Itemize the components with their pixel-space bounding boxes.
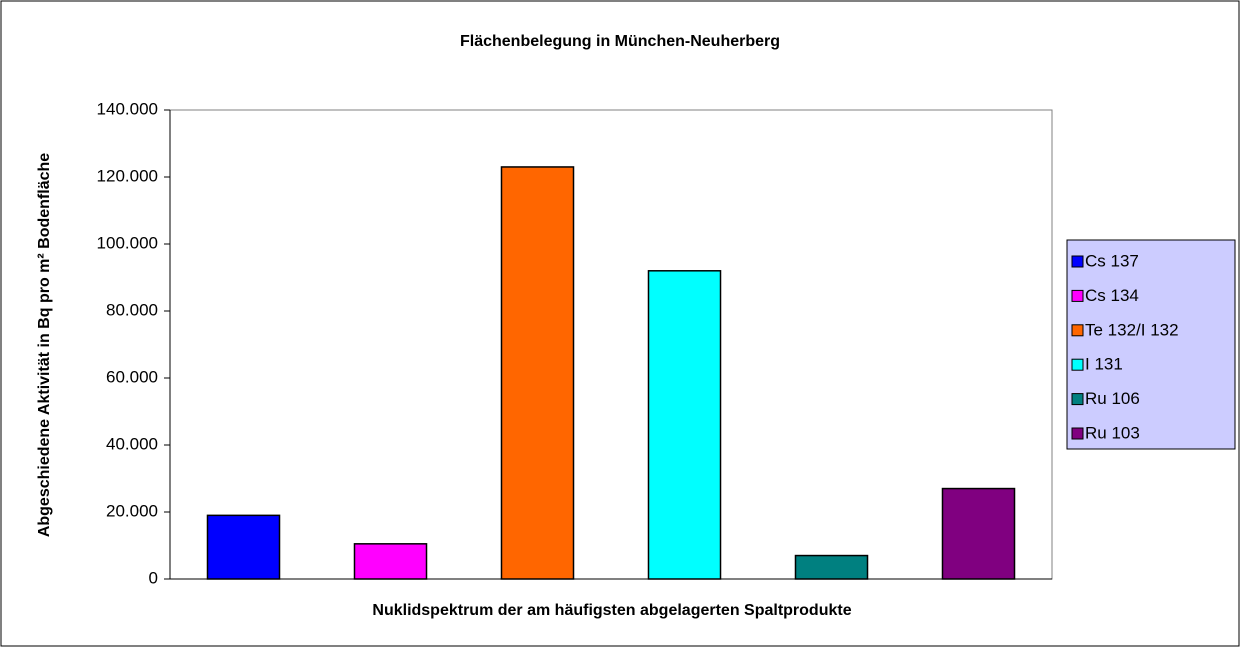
legend-swatch [1071, 393, 1084, 406]
y-tick-label: 0 [149, 568, 158, 587]
legend-label: Ru 103 [1085, 423, 1140, 442]
y-tick-label: 80.000 [106, 300, 158, 319]
legend-label: Cs 137 [1085, 251, 1139, 270]
legend-label: Te 132/I 132 [1085, 320, 1179, 339]
legend-swatch [1071, 358, 1084, 371]
x-axis-label: Nuklidspektrum der am häufigsten abgelag… [372, 602, 851, 619]
legend-swatch [1071, 255, 1084, 268]
legend-swatch [1071, 427, 1084, 440]
chart-title: Flächenbelegung in München-Neuherberg [460, 33, 780, 50]
bar [206, 514, 281, 580]
y-tick-label: 20.000 [106, 501, 158, 520]
legend-label: Cs 134 [1085, 286, 1139, 305]
plot-area [169, 109, 1053, 580]
bar [500, 166, 575, 580]
bar [941, 487, 1016, 580]
legend-swatch [1071, 289, 1084, 302]
y-tick-label: 60.000 [106, 367, 158, 386]
y-tick-label: 120.000 [97, 166, 158, 185]
legend-label: I 131 [1085, 355, 1123, 374]
legend-box [1066, 239, 1236, 450]
y-tick-label: 100.000 [97, 233, 158, 252]
y-tick-label: 40.000 [106, 434, 158, 453]
bar [647, 270, 722, 580]
legend-label: Ru 106 [1085, 389, 1140, 408]
legend-swatch [1071, 324, 1084, 337]
bar [353, 543, 428, 580]
bar [794, 554, 869, 580]
y-axis-label: Abgeschiedene Aktivität in Bq pro m² Bod… [36, 153, 53, 537]
y-tick-label: 140.000 [97, 99, 158, 118]
